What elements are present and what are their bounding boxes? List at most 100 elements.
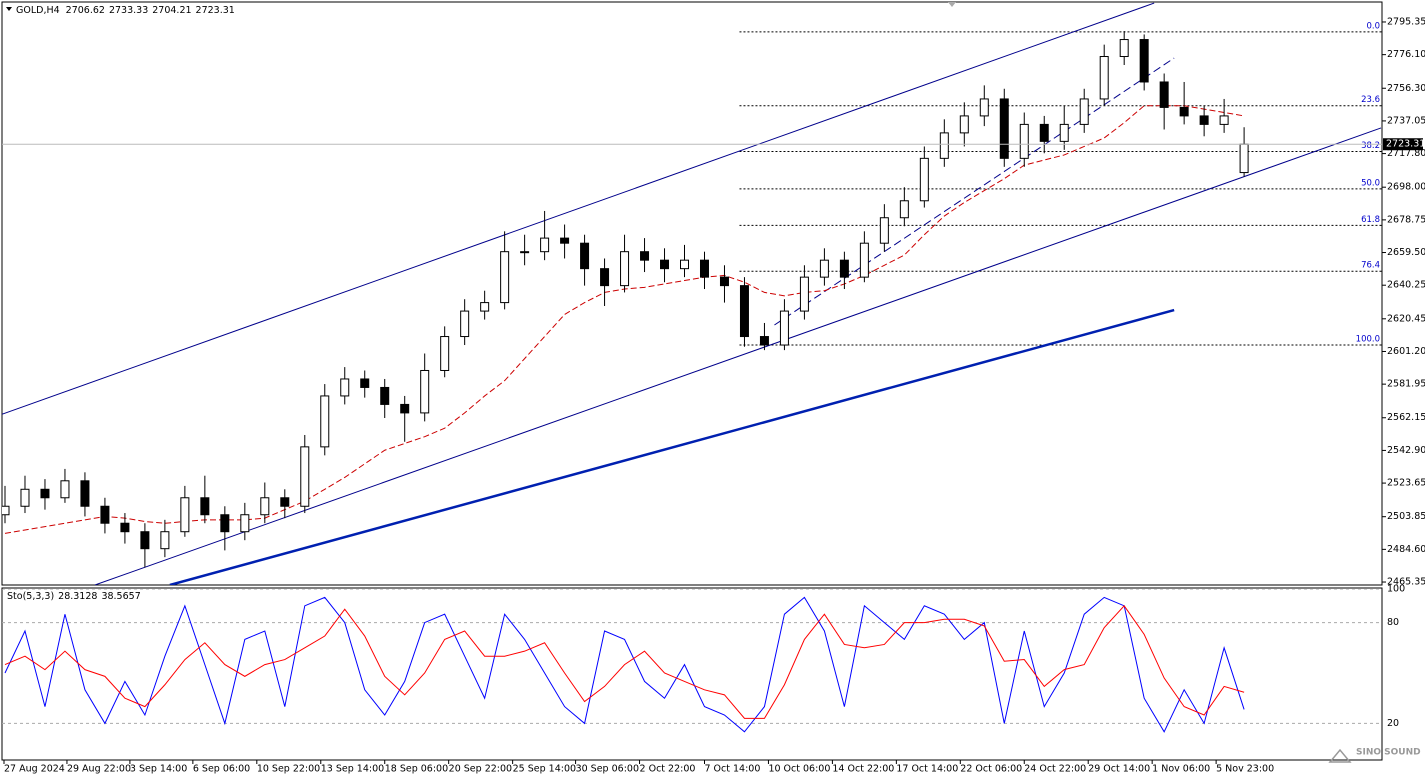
candle-body (80, 480, 90, 507)
y-tick-label: 2776.10 (1387, 49, 1425, 60)
x-tick-label: 30 Sep 06:00 (576, 764, 639, 775)
high-value: 2733.33 (109, 5, 148, 16)
main-value: 28.3128 (58, 591, 97, 602)
candle-body (280, 497, 290, 507)
x-tick-label: 14 Oct 22:00 (832, 764, 894, 775)
fib-label: 50.0 (1361, 178, 1380, 188)
x-tick-label: 27 Aug 2024 (4, 764, 65, 775)
candle-body (859, 242, 869, 278)
candle-body (1019, 123, 1029, 159)
fib-label: 0.0 (1366, 21, 1380, 31)
fib-label: 61.8 (1361, 215, 1380, 225)
x-tick-label: 5 Nov 23:00 (1216, 764, 1274, 775)
signal-value: 38.5657 (101, 591, 140, 602)
candle-body (540, 237, 550, 253)
candle-body (340, 378, 350, 397)
y-tick-label: 2698.00 (1387, 182, 1425, 193)
x-tick-label: 18 Sep 06:00 (385, 764, 448, 775)
x-tick-label: 29 Aug 22:00 (67, 764, 131, 775)
candle-body (440, 336, 450, 371)
y-tick-label: 2503.85 (1387, 511, 1425, 522)
candle-body (1179, 106, 1189, 117)
main-plot: 0.0 23.6 38.2 50.0 61.8 76.4 100.0 (2, 2, 1382, 585)
x-tick-label: 20 Sep 22:00 (449, 764, 512, 775)
y-tick-label: 80 (1387, 617, 1399, 628)
stochastic-header: Sto(5,3,3) 28.3128 38.5657 (7, 591, 141, 602)
candle-body (819, 259, 829, 278)
candle-body (500, 251, 510, 304)
stochastic-line (4, 605, 1245, 719)
candle-body (640, 251, 650, 261)
candle-body (120, 522, 130, 533)
candle-body (160, 531, 170, 550)
candle-body (999, 98, 1009, 159)
candle-body (320, 395, 330, 448)
candle-body (979, 98, 989, 117)
y-tick-label: 2484.60 (1387, 544, 1425, 555)
candle-body (600, 268, 610, 287)
menu-arrow (6, 7, 12, 11)
axes: 2795.35 2776.10 2756.30 2737.05 2717.80 2698.… (3, 16, 1425, 775)
y-tick-label: 2678.75 (1387, 214, 1425, 225)
candle-body (1079, 98, 1089, 125)
y-tick-label: 2756.30 (1387, 83, 1425, 94)
stochastic-pane (1, 587, 1383, 761)
candle-body (620, 251, 630, 287)
x-tick-label: 22 Oct 06:00 (960, 764, 1022, 775)
candle-body (680, 259, 690, 270)
watermark: SINO SOUND (1356, 748, 1421, 758)
symbol: GOLD,H4 (16, 5, 60, 16)
candle-body (919, 157, 929, 202)
candle-body (799, 276, 809, 312)
fib-label: 38.2 (1361, 141, 1380, 151)
x-tick-label: 6 Sep 06:00 (193, 764, 250, 775)
x-tick-label: 10 Sep 22:00 (257, 764, 320, 775)
candle-body (1239, 143, 1249, 174)
stochastic-line (4, 596, 1245, 733)
candle-body (360, 378, 370, 388)
candle-body (699, 259, 709, 278)
candle-body (180, 497, 190, 533)
y-tick-label: 2659.50 (1387, 247, 1425, 258)
trendline (94, 127, 1382, 585)
candle-body (1139, 39, 1149, 83)
x-tick-label: 25 Sep 14:00 (513, 764, 576, 775)
candle-body (400, 403, 410, 414)
x-tick-label: 1 Nov 06:00 (1152, 764, 1210, 775)
candle-body (1119, 39, 1129, 58)
open-value: 2706.62 (66, 5, 105, 16)
y-tick-label: 2562.15 (1387, 412, 1425, 423)
y-tick-label: 2601.20 (1387, 346, 1425, 357)
candle-body (939, 132, 949, 159)
y-tick-label: 2717.80 (1387, 148, 1425, 159)
candle-body (100, 505, 110, 524)
candle-body (1219, 115, 1229, 125)
y-tick-label: 2795.35 (1387, 16, 1425, 27)
trendline (2, 2, 1155, 415)
y-tick-label: 2465.35 (1387, 577, 1425, 588)
low-value: 2704.21 (152, 5, 191, 16)
candle-body (60, 480, 70, 499)
candle-body (759, 336, 769, 346)
candle-body (839, 259, 849, 278)
y-tick-label: 2640.25 (1387, 280, 1425, 291)
candle-body (1059, 123, 1069, 142)
x-tick-label: 7 Oct 14:00 (704, 764, 760, 775)
candle-body (140, 531, 150, 550)
candle-body (420, 369, 430, 414)
x-tick-label: 2 Oct 22:00 (640, 764, 696, 775)
x-tick-label: 3 Sep 14:00 (130, 764, 187, 775)
main-pane (1, 1, 1383, 586)
candle-body (40, 488, 50, 499)
x-tick-label: 24 Oct 22:00 (1024, 764, 1086, 775)
y-tick-label: 2542.90 (1387, 445, 1425, 456)
candle-body (520, 251, 530, 254)
candle-body (580, 242, 590, 270)
y-tick-label: 2523.65 (1387, 478, 1425, 489)
watermark-logo: SINO SOUND (1328, 748, 1421, 763)
candle-body (1199, 115, 1209, 125)
candle-body (260, 497, 270, 516)
fib-label: 100.0 (1356, 335, 1380, 345)
candle-body (660, 259, 670, 270)
